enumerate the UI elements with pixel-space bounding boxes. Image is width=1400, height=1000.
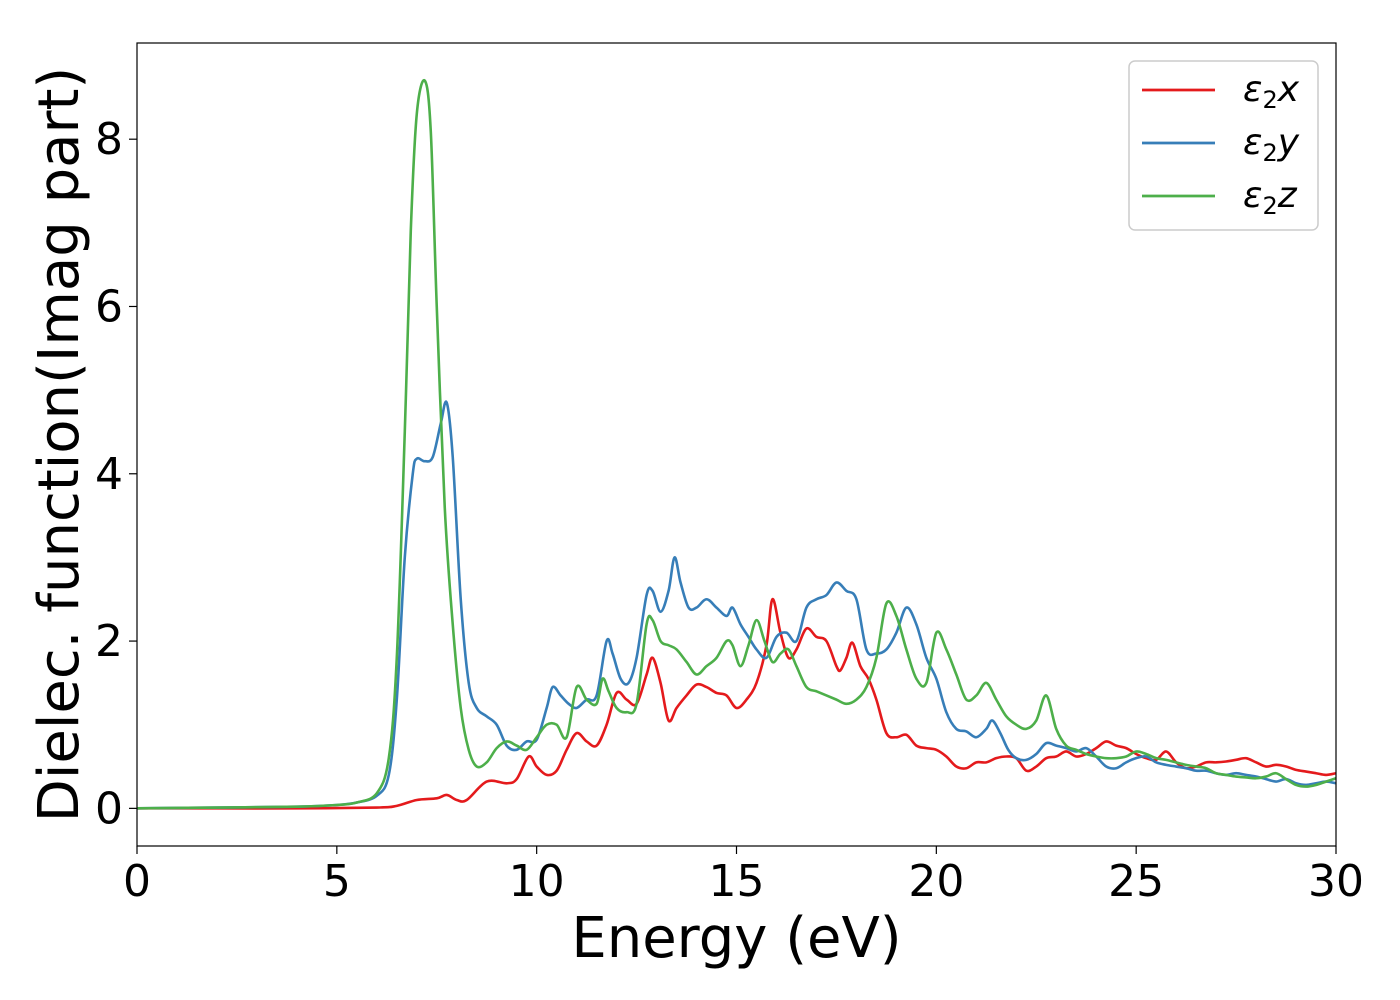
x-tick-label: 30: [1308, 856, 1364, 907]
y-tick-label: 6: [95, 281, 123, 332]
x-tick-label: 0: [123, 856, 151, 907]
x-tick-label: 25: [1108, 856, 1164, 907]
x-tick-label: 5: [323, 856, 351, 907]
y-tick-label: 2: [95, 616, 123, 667]
x-tick-label: 20: [908, 856, 964, 907]
legend-label-y: ε2y: [1243, 122, 1300, 167]
y-axis-label: Dielec. function(Imag part): [27, 67, 92, 823]
legend-label-z: ε2z: [1243, 175, 1298, 220]
y-tick-label: 0: [95, 783, 123, 834]
series-line-y: [137, 400, 1336, 810]
legend-box: [1128, 60, 1319, 231]
series-line-z: [137, 78, 1336, 810]
series-layer: [137, 78, 1336, 810]
x-tick-label: 15: [709, 856, 765, 907]
series-line-x: [137, 597, 1336, 810]
x-tick-label: 10: [509, 856, 565, 907]
x-axis-label: Energy (eV): [571, 906, 901, 971]
legend-label-x: ε2x: [1243, 69, 1300, 114]
y-tick-label: 8: [95, 114, 123, 165]
y-tick-label: 4: [95, 449, 123, 500]
legend: ε2x ε2y ε2z: [1128, 60, 1319, 231]
ticks-layer: 0 5 10 15 20 25 30 0 2 4 6 8: [95, 114, 1364, 907]
